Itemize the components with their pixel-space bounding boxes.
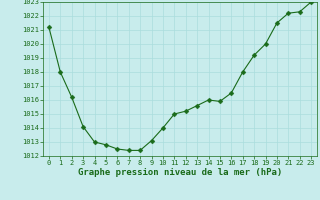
X-axis label: Graphe pression niveau de la mer (hPa): Graphe pression niveau de la mer (hPa) bbox=[78, 168, 282, 177]
